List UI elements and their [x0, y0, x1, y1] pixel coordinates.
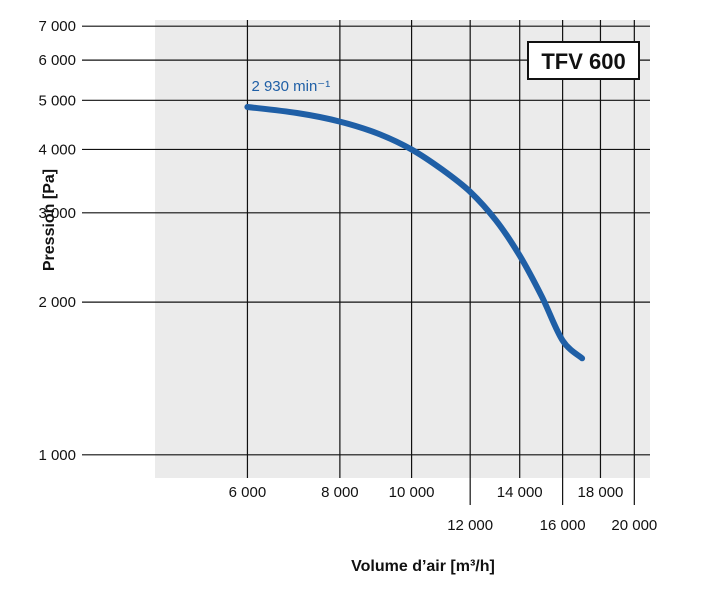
y-tick-label: 5 000 [38, 92, 76, 109]
x-tick-label: 8 000 [321, 484, 359, 501]
y-axis-title: Pression [Pa] [41, 169, 58, 271]
x-axis-title: Volume d’air [m³/h] [351, 558, 495, 575]
model-title-box: TFV 600 [527, 41, 640, 80]
y-axis-ticks: 1 000 2 000 3 000 4 000 5 000 6 000 7 000 [38, 18, 76, 464]
y-tick-label: 4 000 [38, 141, 76, 158]
x-tick-label: 12 000 [447, 517, 493, 534]
y-tick-label: 1 000 [38, 447, 76, 464]
y-tick-label: 6 000 [38, 52, 76, 69]
x-tick-label: 6 000 [229, 484, 267, 501]
x-tick-label: 20 000 [611, 517, 657, 534]
x-tick-label: 16 000 [540, 517, 586, 534]
series-line [244, 104, 586, 362]
x-tick-label: 18 000 [578, 484, 624, 501]
series-label: 2 930 min⁻¹ [251, 78, 330, 95]
x-tick-label: 14 000 [497, 484, 543, 501]
chart-title: TFV 600 [541, 49, 625, 74]
y-tick-label: 7 000 [38, 18, 76, 35]
y-tick-label: 2 000 [38, 294, 76, 311]
series-layer: 2 930 min⁻¹ [244, 78, 586, 362]
y-tick-label: 3 000 [38, 205, 76, 222]
plot-background [155, 20, 650, 478]
model-title-frame [527, 41, 640, 80]
x-tick-label: 10 000 [389, 484, 435, 501]
